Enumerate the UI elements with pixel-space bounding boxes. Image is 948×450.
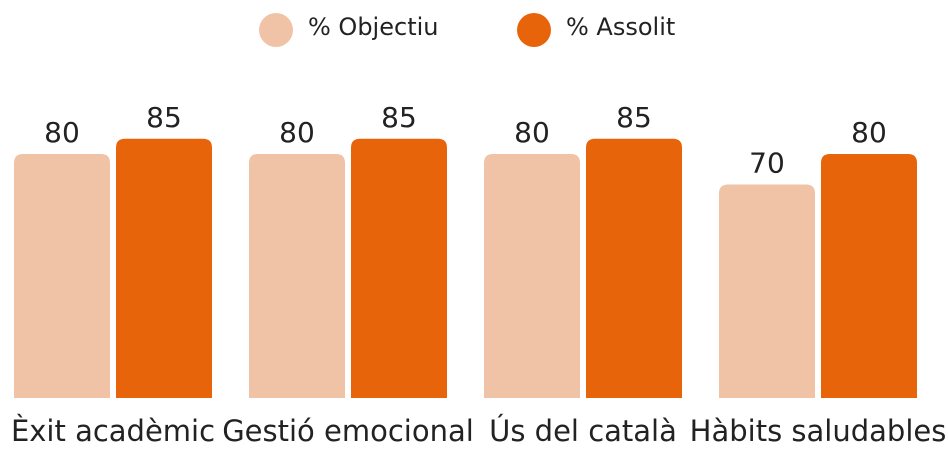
value-label: 85 <box>146 101 182 134</box>
legend-swatch <box>517 13 551 47</box>
value-label: 80 <box>514 116 550 149</box>
value-label: 70 <box>749 147 785 180</box>
x-tick-label: Gestió emocional <box>222 414 474 448</box>
legend-label: % Assolit <box>566 13 675 41</box>
legend-label: % Objectiu <box>308 13 438 41</box>
bar <box>821 154 917 398</box>
legend-swatch <box>259 13 293 47</box>
bar <box>14 154 110 398</box>
bar <box>586 138 682 398</box>
value-label: 85 <box>381 101 417 134</box>
value-label: 80 <box>851 116 887 149</box>
bar <box>719 184 815 398</box>
x-tick-label: Èxit acadèmic <box>11 414 215 448</box>
value-label: 80 <box>279 116 315 149</box>
x-tick-label: Hàbits saludables <box>690 414 947 448</box>
bar <box>249 154 345 398</box>
value-label: 85 <box>616 101 652 134</box>
bar <box>116 138 212 398</box>
value-label: 80 <box>44 116 80 149</box>
x-tick-label: Ús del català <box>489 414 677 448</box>
bar <box>351 138 447 398</box>
bar <box>484 154 580 398</box>
